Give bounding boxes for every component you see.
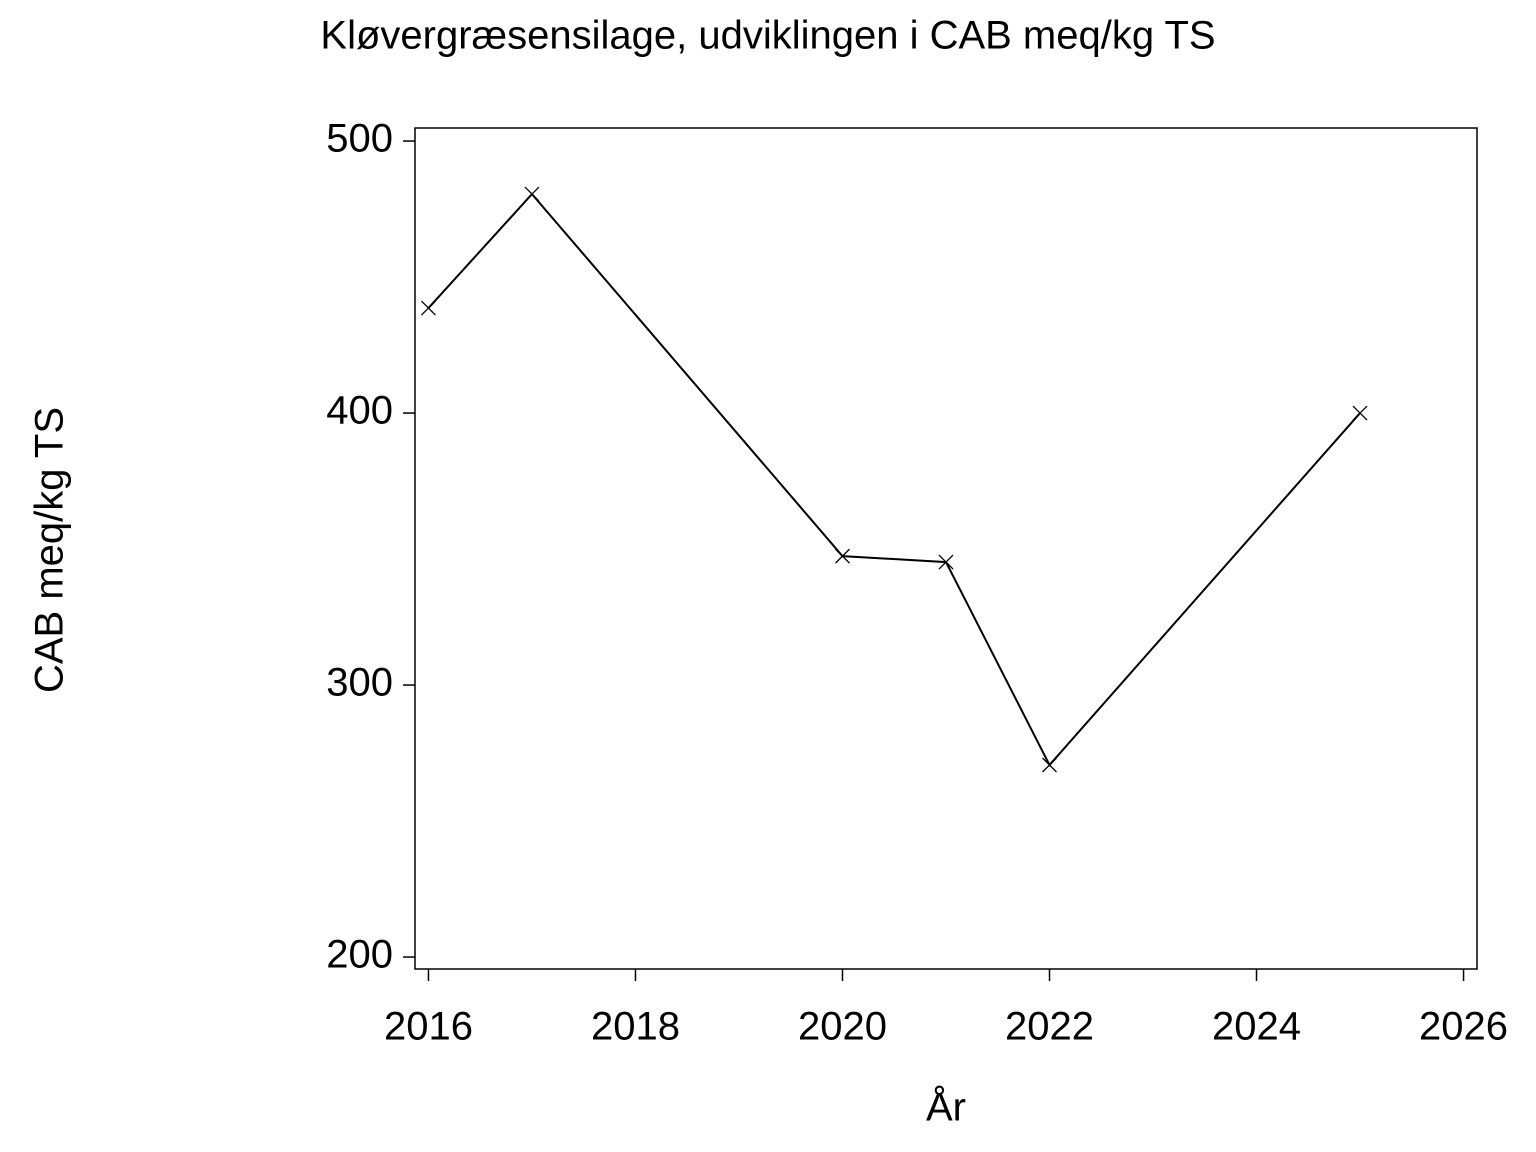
y-axis-label: CAB meq/kg TS [28, 407, 72, 693]
plot-frame [414, 127, 1478, 970]
line [427, 192, 1361, 767]
y-tick-label: 400 [326, 389, 393, 433]
x-tick-label: 2020 [798, 1005, 887, 1049]
marker [1042, 757, 1057, 773]
x-tick-label: 2026 [1419, 1005, 1508, 1049]
marker [524, 186, 540, 202]
marker [938, 554, 954, 570]
x-tick-label: 2024 [1212, 1005, 1301, 1049]
x-tick-label: 2018 [591, 1005, 680, 1049]
marker [1352, 405, 1368, 421]
marker [420, 300, 436, 316]
y-tick-label: 500 [326, 117, 393, 161]
x-axis-label: År [926, 1085, 966, 1130]
x-tick-label: 2016 [384, 1005, 473, 1049]
chart-title: Kløvergræsensilage, udviklingen i CAB me… [320, 14, 1215, 58]
y-tick-label: 300 [326, 661, 393, 705]
x-tick-label: 2022 [1005, 1005, 1094, 1049]
marker [835, 548, 850, 564]
y-tick-label: 200 [326, 933, 393, 977]
